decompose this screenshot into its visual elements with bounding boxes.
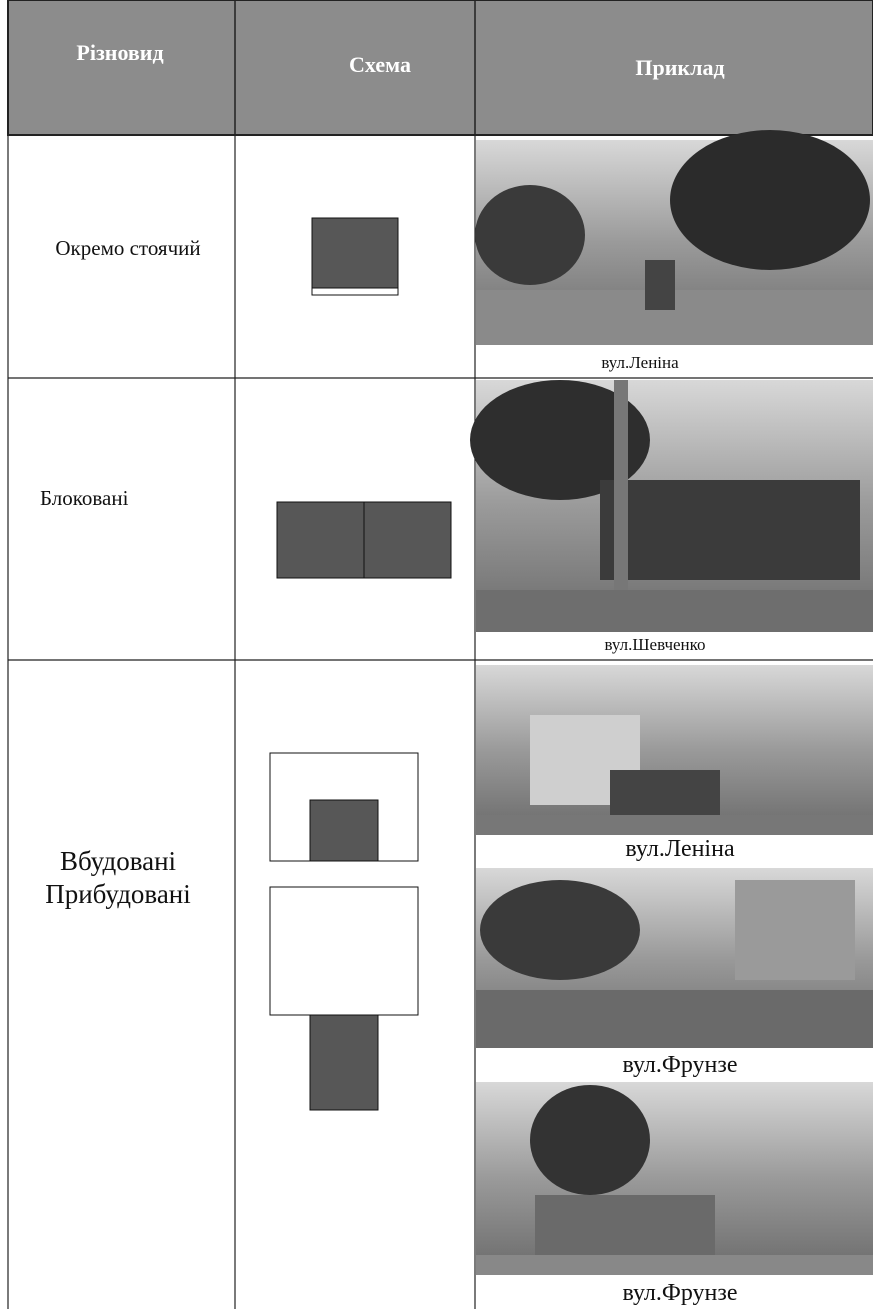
header-cell: Приклад [635,55,724,80]
scheme [269,217,452,1111]
photo [475,130,873,345]
photo-caption: вул.Фрунзе [622,1052,737,1078]
photo-caption: вул.Фрунзе [622,1280,737,1306]
table-grid [7,135,873,1309]
row-type: Вбудовані [60,846,176,876]
photo-caption: вул.Леніна [601,353,679,372]
photo [476,1082,873,1275]
header-cell: Схема [349,52,411,77]
header-row [7,0,873,136]
photo [470,380,873,632]
photo [476,868,873,1048]
row-type: Блоковані [40,486,129,510]
photo-caption: вул.Леніна [625,836,735,862]
row-type: Прибудовані [45,879,191,909]
photo-caption: вул.Шевченко [604,635,705,654]
header-cell: Різновид [76,40,163,65]
photo [476,665,873,835]
row-type: Окремо стоячий [55,236,200,260]
